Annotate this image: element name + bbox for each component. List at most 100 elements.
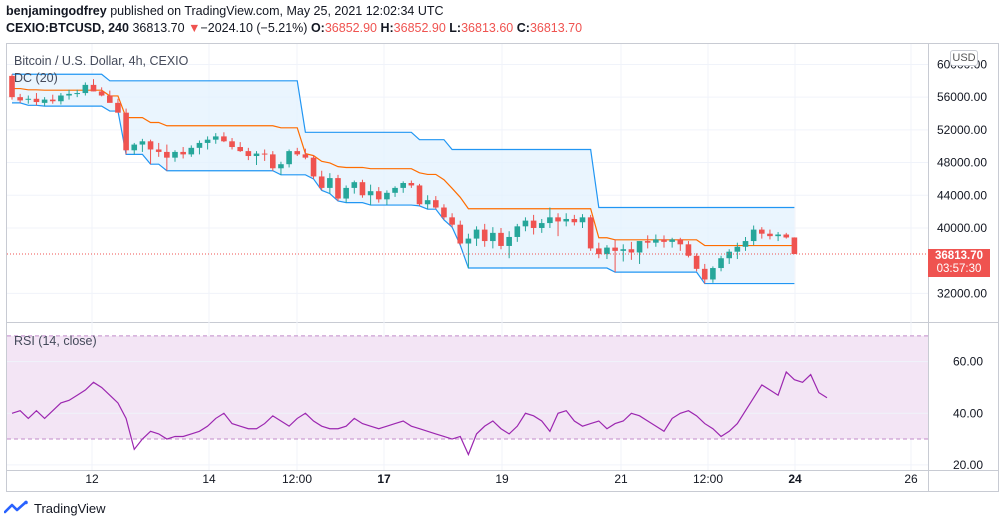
candle-body[interactable] xyxy=(457,224,464,244)
candle-body[interactable] xyxy=(653,239,659,243)
candle-body[interactable] xyxy=(481,229,488,242)
candle-body[interactable] xyxy=(335,178,341,199)
candle-body[interactable] xyxy=(229,141,235,148)
candle-body[interactable] xyxy=(367,191,374,196)
donchian-upper-line[interactable] xyxy=(12,73,795,209)
candle-body[interactable] xyxy=(392,187,398,193)
candle-body[interactable] xyxy=(302,154,309,158)
candle-body[interactable] xyxy=(33,98,40,103)
candle-body[interactable] xyxy=(490,232,496,242)
donchian-lower-line[interactable] xyxy=(12,102,795,285)
candle-body[interactable] xyxy=(172,151,178,158)
candle-body[interactable] xyxy=(677,239,684,245)
candle-body[interactable] xyxy=(253,153,260,157)
candle-body[interactable] xyxy=(294,151,301,155)
candle-body[interactable] xyxy=(351,182,358,188)
candle-body[interactable] xyxy=(783,234,790,238)
candle-body[interactable] xyxy=(180,151,186,155)
rsi-line[interactable] xyxy=(11,370,828,457)
candle-body[interactable] xyxy=(449,217,455,225)
candle-body[interactable] xyxy=(204,139,211,143)
candle-body[interactable] xyxy=(538,223,545,228)
candle-body[interactable] xyxy=(115,102,121,113)
candle-body[interactable] xyxy=(49,99,56,102)
candle-body[interactable] xyxy=(164,151,170,158)
candle-body[interactable] xyxy=(791,237,798,255)
candle-body[interactable] xyxy=(424,200,431,205)
donchian-legend[interactable]: DC (20) xyxy=(14,71,58,85)
candle-body[interactable] xyxy=(514,226,521,237)
candle-body[interactable] xyxy=(628,249,635,253)
candle-body[interactable] xyxy=(74,93,80,95)
candle-body[interactable] xyxy=(734,246,741,252)
rsi-legend[interactable]: RSI (14, close) xyxy=(14,334,97,348)
candle-body[interactable] xyxy=(139,141,146,145)
chart-frame[interactable] xyxy=(6,43,999,492)
candle-body[interactable] xyxy=(343,187,349,199)
candle-body[interactable] xyxy=(465,238,472,244)
candle-body[interactable] xyxy=(433,200,439,208)
candle-body[interactable] xyxy=(66,93,72,96)
candle-body[interactable] xyxy=(522,220,529,227)
candle-body[interactable] xyxy=(107,95,113,103)
candle-body[interactable] xyxy=(726,251,732,259)
candle-body[interactable] xyxy=(620,249,627,251)
candle-body[interactable] xyxy=(669,239,675,242)
candle-body[interactable] xyxy=(604,247,610,255)
candle-body[interactable] xyxy=(82,84,89,94)
candle-body[interactable] xyxy=(327,178,333,188)
candle-body[interactable] xyxy=(278,164,284,169)
candle-body[interactable] xyxy=(767,233,773,237)
candle-body[interactable] xyxy=(636,241,643,253)
candle-body[interactable] xyxy=(661,239,667,242)
candle-body[interactable] xyxy=(123,112,129,151)
candle-body[interactable] xyxy=(473,229,480,239)
candle-body[interactable] xyxy=(261,153,268,155)
footer-brand[interactable]: TradingView xyxy=(4,500,106,516)
candle-body[interactable] xyxy=(579,217,586,223)
candle-body[interactable] xyxy=(25,98,32,100)
candle-body[interactable] xyxy=(547,217,553,224)
candle-body[interactable] xyxy=(408,183,415,186)
candle-body[interactable] xyxy=(612,247,618,251)
candle-body[interactable] xyxy=(212,136,219,140)
candle-body[interactable] xyxy=(416,185,423,205)
candle-body[interactable] xyxy=(98,91,105,96)
candle-body[interactable] xyxy=(310,157,317,177)
candle-body[interactable] xyxy=(9,75,15,98)
candle-body[interactable] xyxy=(245,151,252,157)
candle-body[interactable] xyxy=(701,268,708,280)
candle-body[interactable] xyxy=(90,84,97,92)
candle-body[interactable] xyxy=(58,95,64,102)
candle-body[interactable] xyxy=(375,191,382,200)
candle-body[interactable] xyxy=(441,207,447,218)
candle-body[interactable] xyxy=(587,217,594,249)
candle-body[interactable] xyxy=(775,234,781,237)
candle-body[interactable] xyxy=(359,182,366,196)
candle-body[interactable] xyxy=(530,220,537,228)
candle-body[interactable] xyxy=(693,255,700,269)
candle-body[interactable] xyxy=(742,241,749,247)
candle-body[interactable] xyxy=(286,151,292,165)
candle-body[interactable] xyxy=(710,268,716,280)
candle-body[interactable] xyxy=(563,218,569,222)
candle-body[interactable] xyxy=(759,229,765,234)
candle-body[interactable] xyxy=(750,229,757,242)
candle-body[interactable] xyxy=(155,149,162,152)
candle-body[interactable] xyxy=(506,236,512,246)
candle-body[interactable] xyxy=(237,147,243,152)
candle-body[interactable] xyxy=(196,142,203,148)
candle-body[interactable] xyxy=(555,217,561,222)
candle-body[interactable] xyxy=(644,241,651,243)
candle-body[interactable] xyxy=(685,244,692,256)
candle-body[interactable] xyxy=(41,99,48,103)
candle-body[interactable] xyxy=(131,144,138,151)
candle-body[interactable] xyxy=(571,218,578,223)
candle-body[interactable] xyxy=(318,176,325,188)
candle-body[interactable] xyxy=(188,147,195,155)
candle-body[interactable] xyxy=(270,154,276,169)
candle-body[interactable] xyxy=(718,258,724,269)
candle-body[interactable] xyxy=(384,192,390,200)
candle-body[interactable] xyxy=(596,248,602,255)
